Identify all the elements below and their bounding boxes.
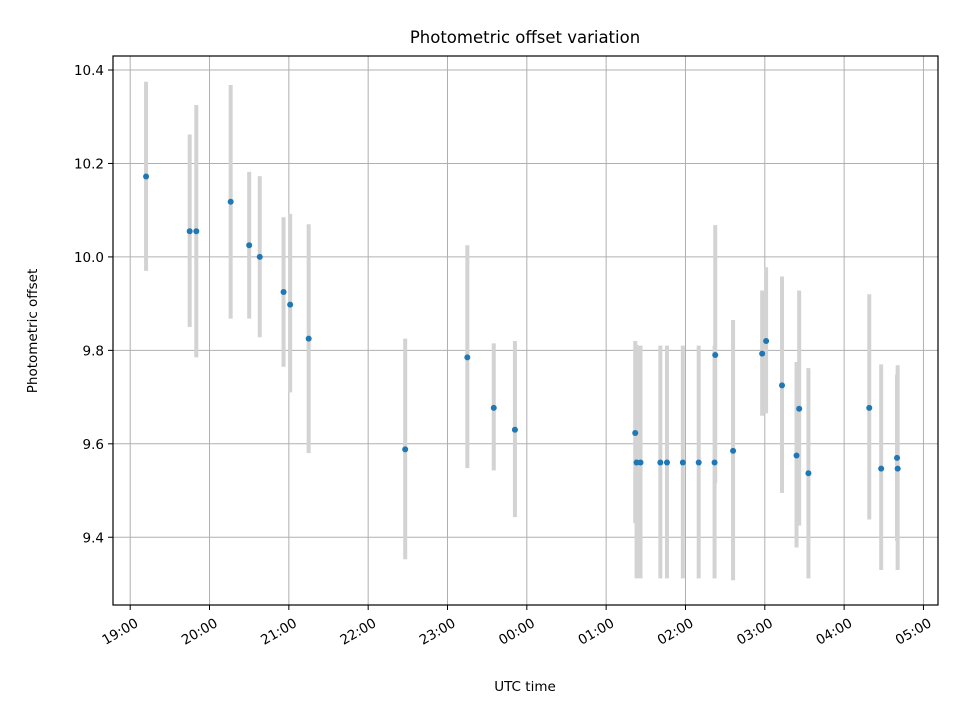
axis-ticks: 19:00 20:00 21:00 22:00 23:00 00:00 01:00 02:00… — [74, 63, 935, 649]
data-point — [193, 228, 200, 235]
data-point — [186, 228, 193, 235]
data-point — [796, 405, 803, 412]
x-tick-label: 03:00 — [734, 615, 776, 648]
data-point — [712, 352, 719, 359]
x-tick-label: 19:00 — [99, 615, 141, 648]
data-point — [280, 288, 287, 295]
y-tick-label: 10.2 — [74, 156, 104, 172]
x-tick-label: 01:00 — [575, 615, 617, 648]
data-point — [695, 459, 702, 466]
data-point — [227, 198, 234, 205]
data-point — [402, 446, 409, 453]
y-tick-label: 9.8 — [83, 343, 104, 359]
x-tick-label: 23:00 — [417, 615, 459, 648]
error-bars — [144, 81, 900, 581]
data-point — [759, 350, 766, 357]
data-point — [894, 465, 901, 472]
y-axis-label: Photometric offset — [25, 269, 41, 393]
data-point — [657, 459, 664, 466]
data-point — [490, 404, 497, 411]
data-point — [679, 459, 686, 466]
data-point — [878, 465, 885, 472]
x-tick-label: 04:00 — [813, 615, 855, 648]
data-point — [511, 426, 518, 433]
data-point — [894, 454, 901, 461]
data-points — [143, 173, 901, 477]
y-tick-label: 10.4 — [74, 63, 104, 79]
chart-title: Photometric offset variation — [410, 28, 640, 47]
x-tick-label: 02:00 — [655, 615, 697, 648]
data-point — [632, 430, 639, 437]
plot-area-frame — [112, 55, 939, 606]
data-point — [143, 173, 150, 180]
x-tick-label: 20:00 — [179, 615, 221, 648]
x-tick-label: 00:00 — [496, 615, 538, 648]
x-tick-label: 22:00 — [337, 615, 379, 648]
x-axis-label: UTC time — [494, 679, 556, 695]
y-tick-label: 9.4 — [83, 530, 104, 546]
x-tick-label: 05:00 — [893, 615, 935, 648]
data-point — [805, 470, 812, 477]
data-point — [778, 382, 785, 389]
data-point — [464, 354, 471, 361]
data-point — [663, 459, 670, 466]
grid — [113, 56, 938, 605]
data-point — [256, 253, 263, 260]
data-point — [866, 404, 873, 411]
data-point — [305, 335, 312, 342]
data-point — [793, 452, 800, 459]
data-point — [711, 459, 718, 466]
y-tick-label: 9.6 — [83, 437, 104, 453]
data-point — [730, 447, 737, 454]
data-point — [246, 242, 253, 249]
data-point — [637, 459, 644, 466]
data-point — [287, 301, 294, 308]
data-point — [763, 338, 770, 345]
y-tick-label: 10.0 — [74, 250, 104, 266]
x-tick-label: 21:00 — [258, 615, 300, 648]
